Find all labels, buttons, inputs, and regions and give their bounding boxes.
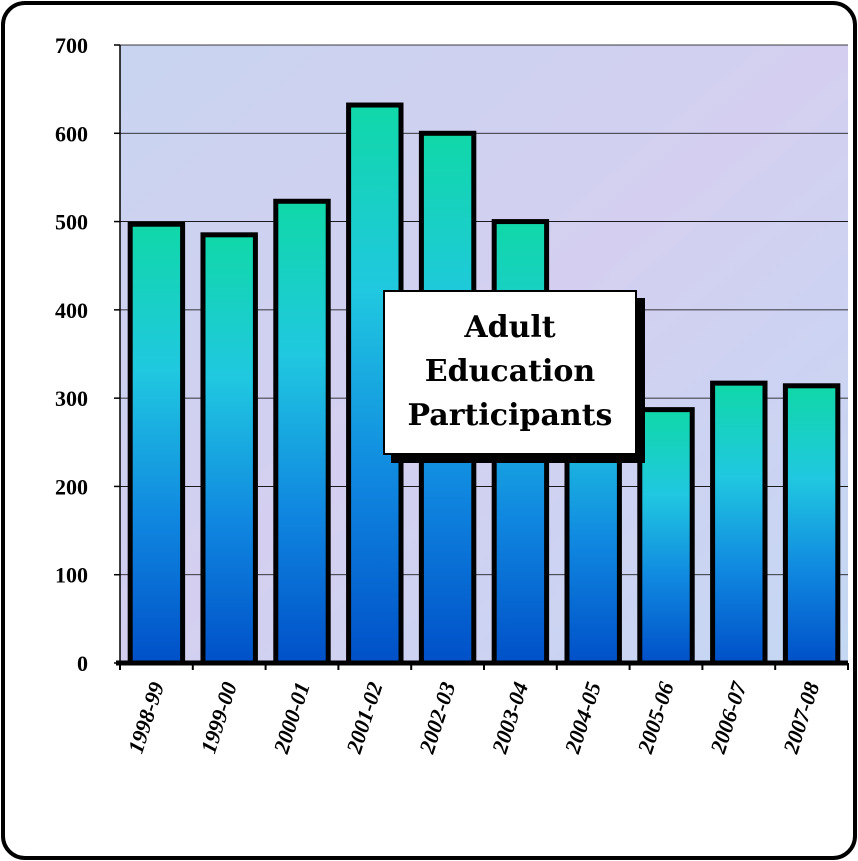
- bar: [710, 380, 768, 666]
- y-tick-label: 700: [55, 33, 88, 58]
- y-tick-label: 600: [55, 121, 88, 146]
- y-tick-label: 200: [55, 474, 88, 499]
- y-tick-label: 300: [55, 386, 88, 411]
- y-tick-label: 0: [77, 651, 88, 676]
- y-tick-label: 100: [55, 563, 88, 588]
- y-tick-label: 500: [55, 210, 88, 235]
- chart-title: Adult Education Participants: [383, 290, 637, 455]
- bar: [200, 232, 258, 666]
- bar: [637, 407, 695, 666]
- bar: [273, 198, 331, 666]
- y-tick-label: 400: [55, 298, 88, 323]
- bar: [782, 383, 841, 666]
- bar: [127, 221, 186, 666]
